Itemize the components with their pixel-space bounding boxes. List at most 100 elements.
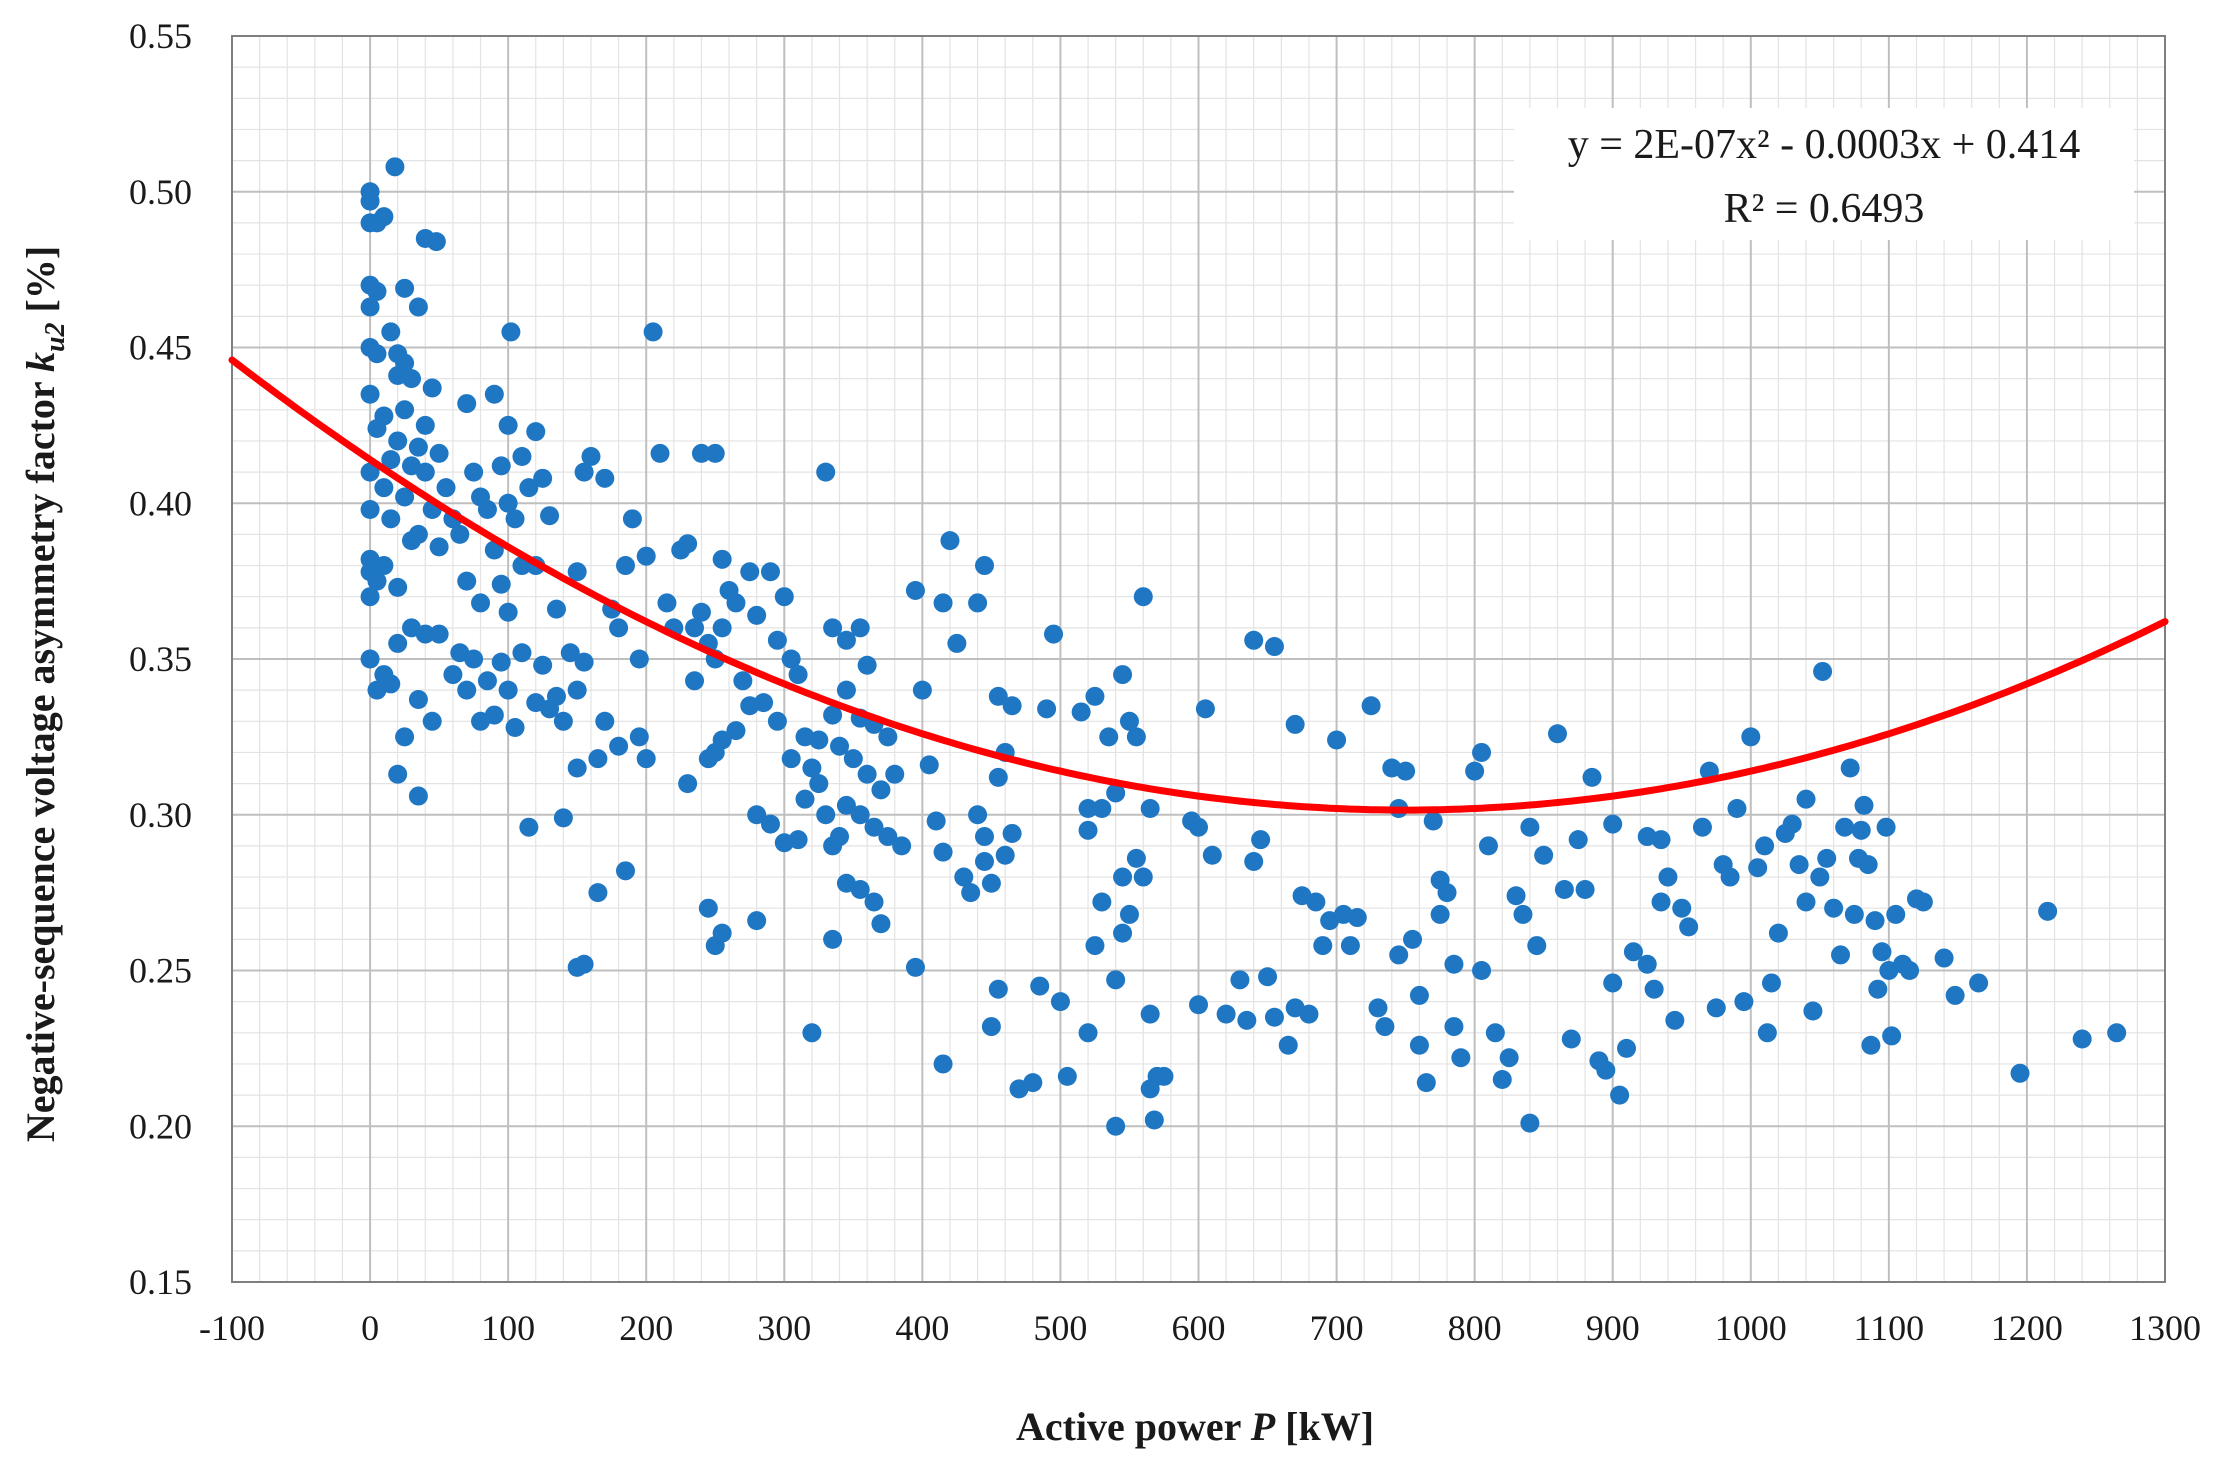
data-point <box>767 711 787 731</box>
data-point <box>540 506 560 526</box>
y-axis-title-subscript: u2 <box>40 322 71 352</box>
data-point <box>1534 845 1554 865</box>
data-point <box>1603 973 1623 993</box>
data-point <box>595 711 615 731</box>
data-point <box>802 1023 822 1043</box>
data-point <box>533 655 553 675</box>
data-point <box>988 686 1008 706</box>
data-point <box>1796 892 1816 912</box>
y-tick-label: 0.20 <box>129 1106 192 1146</box>
data-point <box>1706 998 1726 1018</box>
data-point <box>933 593 953 613</box>
data-point <box>1861 1035 1881 1055</box>
data-point <box>498 680 518 700</box>
data-point <box>691 602 711 622</box>
data-point <box>1444 954 1464 974</box>
y-tick-label: 0.50 <box>129 172 192 212</box>
data-point <box>1113 665 1133 685</box>
data-point <box>1844 904 1864 924</box>
trendline-equation: y = 2E-07x² - 0.0003x + 0.414 <box>1568 122 2081 168</box>
y-axis-title-unit: [%] <box>18 246 63 323</box>
data-point <box>429 443 449 463</box>
data-point <box>974 827 994 847</box>
data-point <box>1582 767 1602 787</box>
data-point <box>1872 942 1892 962</box>
data-point <box>1478 836 1498 856</box>
data-point <box>1610 1085 1630 1105</box>
data-point <box>892 836 912 856</box>
data-point <box>726 593 746 613</box>
data-point <box>905 957 925 977</box>
data-point <box>443 665 463 685</box>
data-point <box>968 593 988 613</box>
data-point <box>802 758 822 778</box>
data-point <box>415 415 435 435</box>
data-point <box>823 618 843 638</box>
data-point <box>1202 845 1222 865</box>
data-point <box>1050 992 1070 1012</box>
data-point <box>1119 904 1139 924</box>
y-tick-label: 0.40 <box>129 483 192 523</box>
data-point <box>1078 820 1098 840</box>
data-point <box>961 883 981 903</box>
data-point <box>1002 823 1022 843</box>
data-point <box>1831 945 1851 965</box>
data-point <box>426 232 446 252</box>
data-point <box>795 789 815 809</box>
data-point <box>760 814 780 834</box>
data-point <box>1568 830 1588 850</box>
data-point <box>1106 1116 1126 1136</box>
data-point <box>1430 904 1450 924</box>
data-point <box>650 443 670 463</box>
data-point <box>1623 942 1643 962</box>
x-axis-title: Active power P [kW] <box>1016 1404 1374 1449</box>
data-point <box>1886 904 1906 924</box>
data-point <box>747 911 767 931</box>
data-point <box>678 774 698 794</box>
data-point <box>981 873 1001 893</box>
data-point <box>1278 1035 1298 1055</box>
data-point <box>1734 992 1754 1012</box>
data-point <box>1195 699 1215 719</box>
x-tick-label: 0 <box>361 1308 379 1348</box>
data-point <box>1900 961 1920 980</box>
data-point <box>457 571 477 591</box>
data-point <box>1113 923 1133 943</box>
data-point <box>1782 814 1802 834</box>
data-point <box>422 711 442 731</box>
x-axis-title-unit: [kW] <box>1275 1404 1374 1449</box>
data-point <box>1140 799 1160 819</box>
data-point <box>381 450 401 470</box>
data-point <box>512 643 532 663</box>
data-point <box>988 979 1008 999</box>
data-point <box>1472 742 1492 762</box>
data-point <box>553 808 573 828</box>
data-point <box>968 805 988 825</box>
data-point <box>974 556 994 576</box>
data-point <box>471 711 491 731</box>
data-point <box>678 534 698 554</box>
data-point <box>388 633 408 653</box>
y-tick-label: 0.30 <box>129 795 192 835</box>
data-point <box>567 562 587 582</box>
x-axis-tick-labels: -100 0 100 200 300 400 500 600 700 800 900 1000 1100… <box>199 1308 2201 1348</box>
data-point <box>464 462 484 482</box>
y-axis-title: Negative-sequence voltage asymmetry fact… <box>18 246 71 1142</box>
data-point <box>1547 724 1567 744</box>
data-point <box>850 618 870 638</box>
data-point <box>1285 714 1305 734</box>
data-point <box>850 880 870 900</box>
data-point <box>809 774 829 794</box>
data-point <box>1796 789 1816 809</box>
data-point <box>367 418 387 438</box>
y-tick-label: 0.45 <box>129 328 192 368</box>
data-point <box>1264 1007 1284 1027</box>
data-point <box>1817 848 1837 868</box>
data-point <box>1720 867 1740 887</box>
data-point <box>636 749 656 769</box>
data-point <box>1858 855 1878 875</box>
data-point <box>367 281 387 301</box>
data-point <box>1761 973 1781 993</box>
x-tick-label: 100 <box>481 1308 535 1348</box>
data-point <box>843 749 863 769</box>
